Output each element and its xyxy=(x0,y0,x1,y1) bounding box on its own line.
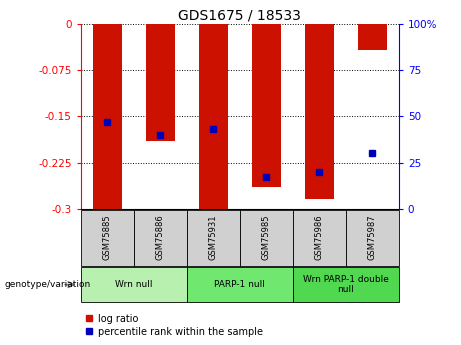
Text: genotype/variation: genotype/variation xyxy=(5,280,91,289)
Text: GSM75886: GSM75886 xyxy=(156,214,165,260)
Bar xyxy=(199,24,228,209)
Text: GSM75985: GSM75985 xyxy=(262,214,271,260)
Text: GSM75986: GSM75986 xyxy=(315,214,324,260)
Bar xyxy=(240,210,293,266)
Bar xyxy=(81,210,134,266)
Bar xyxy=(346,210,399,266)
Legend: log ratio, percentile rank within the sample: log ratio, percentile rank within the sa… xyxy=(86,314,263,337)
Bar xyxy=(81,267,187,302)
Bar xyxy=(187,267,293,302)
Text: GSM75885: GSM75885 xyxy=(103,214,112,260)
Text: GSM75987: GSM75987 xyxy=(368,214,377,260)
Bar xyxy=(252,24,281,187)
Bar xyxy=(146,24,175,141)
Text: GSM75931: GSM75931 xyxy=(209,214,218,260)
Bar xyxy=(187,210,240,266)
Text: Wrn PARP-1 double
null: Wrn PARP-1 double null xyxy=(303,275,389,294)
Bar xyxy=(93,24,122,209)
Title: GDS1675 / 18533: GDS1675 / 18533 xyxy=(178,9,301,23)
Bar xyxy=(358,24,387,50)
Bar xyxy=(134,210,187,266)
Bar xyxy=(293,267,399,302)
Bar xyxy=(305,24,334,199)
Bar xyxy=(293,210,346,266)
Text: PARP-1 null: PARP-1 null xyxy=(214,280,265,289)
Text: Wrn null: Wrn null xyxy=(115,280,153,289)
